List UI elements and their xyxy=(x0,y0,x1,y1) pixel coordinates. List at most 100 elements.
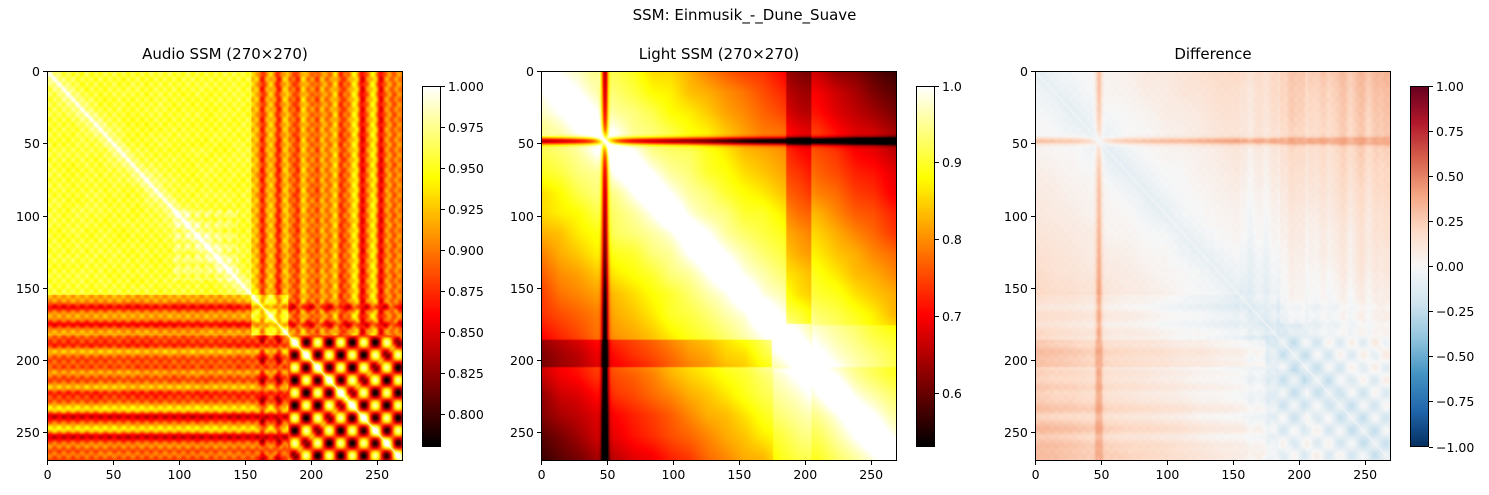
audio-ssm-heatmap xyxy=(47,71,403,461)
light-ssm-y-tick xyxy=(537,287,541,289)
difference-x-tick-label: 150 xyxy=(1221,467,1246,482)
difference-x-tick xyxy=(1364,461,1366,465)
difference-colorbar-tick-label: −0.75 xyxy=(1436,394,1475,410)
difference-colorbar-tick-label: 1.00 xyxy=(1436,78,1464,94)
difference-colorbar-tick-label: 0.25 xyxy=(1436,213,1464,229)
audio-ssm-y-tick xyxy=(43,143,47,145)
audio-ssm-colorbar-tick xyxy=(441,208,445,210)
difference-y-tick-label: 200 xyxy=(1004,353,1028,369)
audio-ssm-colorbar-tick xyxy=(441,85,445,87)
audio-ssm-y-tick-label: 0 xyxy=(32,64,40,80)
difference-y-tick-label: 100 xyxy=(1004,208,1028,224)
difference-colorbar-tick-label: 0.75 xyxy=(1436,123,1464,139)
difference-y-tick-label: 250 xyxy=(1004,425,1028,441)
light-ssm-x-tick-label: 50 xyxy=(599,467,616,482)
difference-x-tick xyxy=(1298,461,1300,465)
light-ssm-colorbar-tick xyxy=(935,162,939,164)
audio-ssm-colorbar-tick-label: 0.950 xyxy=(448,160,484,176)
difference-colorbar-tick-label: 0.50 xyxy=(1436,168,1464,184)
audio-ssm-title: Audio SSM (270×270) xyxy=(142,45,308,63)
difference-y-tick xyxy=(1031,360,1035,362)
difference-colorbar-tick xyxy=(1429,446,1433,448)
difference-colorbar-tick-label: −0.50 xyxy=(1436,349,1475,365)
audio-ssm-y-tick xyxy=(43,215,47,217)
figure-title: SSM: Einmusik_-_Dune_Suave xyxy=(632,6,857,24)
light-ssm-x-tick xyxy=(541,461,543,465)
light-ssm-y-tick-label: 150 xyxy=(510,280,534,296)
difference-heatmap xyxy=(1035,71,1391,461)
light-ssm-colorbar xyxy=(916,86,935,447)
audio-ssm-x-tick-label: 100 xyxy=(167,467,192,482)
audio-ssm-colorbar-tick xyxy=(441,331,445,333)
light-ssm-y-tick-label: 200 xyxy=(510,353,534,369)
difference-colorbar-tick-label: −0.25 xyxy=(1436,304,1475,320)
difference-y-tick xyxy=(1031,287,1035,289)
light-ssm-colorbar-tick-label: 1.0 xyxy=(942,78,962,94)
light-ssm-colorbar-tick xyxy=(935,85,939,87)
difference-colorbar-tick-label: 0.00 xyxy=(1436,259,1464,274)
light-ssm-x-tick xyxy=(673,461,674,465)
audio-ssm-colorbar-tick xyxy=(441,167,445,169)
difference-x-tick-label: 50 xyxy=(1093,467,1110,482)
audio-ssm-x-tick xyxy=(376,461,378,465)
difference-y-tick xyxy=(1031,143,1035,145)
light-ssm-colorbar-tick-label: 0.7 xyxy=(942,308,962,324)
difference-x-tick xyxy=(1101,461,1103,465)
audio-ssm-x-tick-label: 200 xyxy=(299,467,324,482)
audio-ssm-colorbar-tick-label: 1.000 xyxy=(448,78,484,94)
difference-colorbar-tick xyxy=(1429,220,1433,222)
audio-ssm-colorbar-tick-label: 0.850 xyxy=(448,324,484,340)
audio-ssm-colorbar-tick xyxy=(441,290,445,292)
audio-ssm-x-tick xyxy=(244,461,246,465)
light-ssm-heatmap xyxy=(541,71,897,461)
light-ssm-colorbar-tick-label: 0.9 xyxy=(942,155,962,171)
light-ssm-y-tick xyxy=(537,360,541,362)
difference-y-tick-label: 0 xyxy=(1020,64,1028,80)
light-ssm-y-tick xyxy=(537,71,541,73)
light-ssm-colorbar-tick-label: 0.6 xyxy=(942,385,962,401)
audio-ssm-x-tick xyxy=(113,461,115,465)
audio-ssm-colorbar xyxy=(422,86,441,447)
difference-x-tick-label: 0 xyxy=(1031,467,1040,482)
light-ssm-x-tick-label: 150 xyxy=(727,467,752,482)
difference-colorbar-tick xyxy=(1429,85,1433,87)
audio-ssm-y-tick xyxy=(43,432,47,434)
light-ssm-x-tick xyxy=(607,461,609,465)
audio-ssm-x-tick xyxy=(47,461,49,465)
difference-y-tick xyxy=(1031,432,1035,434)
difference-colorbar-tick-label: −1.00 xyxy=(1436,439,1475,455)
light-ssm-colorbar-tick xyxy=(935,239,939,241)
audio-ssm-colorbar-tick xyxy=(441,126,445,128)
audio-ssm-colorbar-tick xyxy=(441,413,445,415)
difference-x-tick-label: 100 xyxy=(1155,467,1180,482)
difference-y-tick xyxy=(1031,71,1035,73)
light-ssm-colorbar-tick-label: 0.8 xyxy=(942,232,962,248)
light-ssm-x-tick xyxy=(804,461,806,465)
difference-colorbar-tick xyxy=(1429,266,1433,267)
light-ssm-x-tick-label: 100 xyxy=(661,467,686,482)
audio-ssm-x-tick xyxy=(310,461,312,465)
audio-ssm-colorbar-tick xyxy=(441,249,445,251)
difference-colorbar-tick xyxy=(1429,175,1433,177)
light-ssm-y-tick xyxy=(537,215,541,217)
light-ssm-y-tick-label: 100 xyxy=(510,208,534,224)
difference-x-tick xyxy=(1232,461,1234,465)
light-ssm-colorbar-tick xyxy=(935,315,939,317)
light-ssm-x-tick xyxy=(738,461,740,465)
light-ssm-y-tick-label: 50 xyxy=(518,136,534,152)
difference-colorbar-tick xyxy=(1429,130,1433,132)
audio-ssm-y-tick xyxy=(43,287,47,289)
difference-x-tick xyxy=(1035,461,1037,465)
audio-ssm-y-tick xyxy=(43,71,47,73)
audio-ssm-y-tick xyxy=(43,360,47,362)
difference-x-tick-label: 250 xyxy=(1353,467,1378,482)
difference-colorbar-tick xyxy=(1429,311,1433,313)
audio-ssm-x-tick-label: 0 xyxy=(43,467,52,482)
difference-colorbar-tick xyxy=(1429,356,1433,358)
light-ssm-x-tick-label: 0 xyxy=(537,467,546,482)
difference-y-tick-label: 50 xyxy=(1012,136,1028,152)
difference-x-tick-label: 200 xyxy=(1287,467,1312,482)
light-ssm-title: Light SSM (270×270) xyxy=(638,45,800,63)
light-ssm-y-tick xyxy=(537,143,541,145)
audio-ssm-y-tick-label: 200 xyxy=(16,353,40,369)
